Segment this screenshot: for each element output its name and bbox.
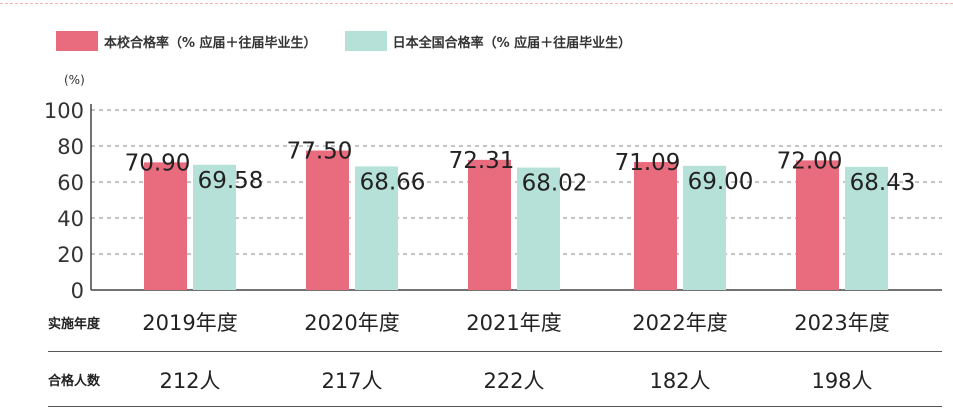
legend-label-school: 本校合格率（% 应届＋往届毕业生） bbox=[104, 35, 317, 51]
data-label-national: 69.00 bbox=[688, 169, 754, 195]
year-cell: 2020年度 bbox=[304, 311, 400, 335]
bar-national bbox=[845, 166, 888, 290]
y-unit-label: (%) bbox=[64, 73, 85, 87]
data-label-national: 69.58 bbox=[198, 168, 264, 194]
bar-school bbox=[796, 160, 839, 290]
count-row-label: 合格人数 bbox=[48, 374, 101, 389]
bar-national bbox=[355, 166, 398, 290]
bar-school bbox=[468, 159, 511, 290]
bar-national bbox=[517, 167, 560, 290]
count-cell: 217人 bbox=[321, 369, 383, 393]
year-cell: 2021年度 bbox=[466, 311, 562, 335]
count-cell: 222人 bbox=[483, 369, 545, 393]
year-cell: 2022年度 bbox=[632, 311, 728, 335]
year-row-label: 实施年度 bbox=[48, 317, 101, 332]
data-label-school: 71.09 bbox=[615, 150, 681, 176]
legend-swatch-school bbox=[56, 31, 98, 51]
table-divider bbox=[48, 351, 942, 352]
count-cell: 182人 bbox=[649, 369, 711, 393]
y-tick-label: 80 bbox=[57, 135, 84, 159]
table-bottom-line bbox=[48, 406, 942, 407]
top-dashed-border bbox=[0, 3, 953, 4]
legend-label-national: 日本全国合格率（% 应届＋往届毕业生） bbox=[392, 35, 632, 51]
bar-chart: (%) 0 20 40 60 80 100 70.90 69.58 77.50 68.66 72.31… bbox=[44, 73, 942, 300]
year-cell: 2019年度 bbox=[142, 311, 238, 335]
legend-item-school: 本校合格率（% 应届＋往届毕业生） bbox=[56, 31, 317, 51]
bar-national bbox=[683, 165, 726, 290]
bar-school bbox=[634, 162, 677, 290]
data-label-national: 68.43 bbox=[850, 170, 916, 196]
year-cell: 2023年度 bbox=[794, 311, 890, 335]
data-label-school: 72.31 bbox=[449, 148, 515, 174]
data-label-school: 77.50 bbox=[287, 139, 353, 165]
count-cell: 212人 bbox=[159, 369, 221, 393]
legend-swatch-national bbox=[344, 31, 387, 51]
legend-item-national: 日本全国合格率（% 应届＋往届毕业生） bbox=[344, 31, 632, 51]
bar-school bbox=[144, 162, 187, 290]
data-label-national: 68.66 bbox=[360, 169, 426, 195]
y-tick-label: 40 bbox=[57, 207, 84, 231]
data-label-national: 68.02 bbox=[522, 171, 588, 197]
bar-national bbox=[193, 164, 236, 290]
y-tick-label: 20 bbox=[57, 243, 84, 267]
data-label-school: 70.90 bbox=[125, 150, 191, 176]
y-tick-label: 60 bbox=[57, 171, 84, 195]
y-tick-label: 100 bbox=[44, 99, 84, 123]
bar-school bbox=[306, 150, 349, 290]
count-cell: 198人 bbox=[811, 369, 873, 393]
data-label-school: 72.00 bbox=[777, 148, 843, 174]
chart-legend: 本校合格率（% 应届＋往届毕业生） 日本全国合格率（% 应届＋往届毕业生） bbox=[56, 31, 659, 51]
y-tick-label: 0 bbox=[71, 279, 84, 300]
